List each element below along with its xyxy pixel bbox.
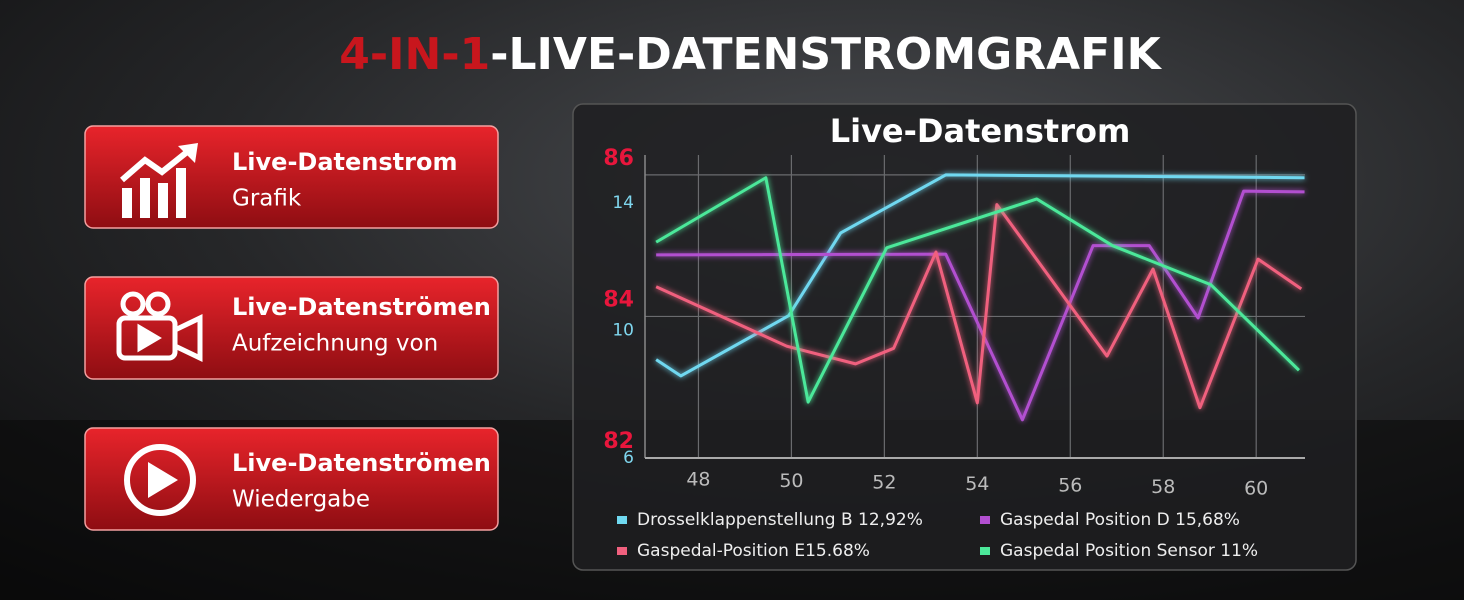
feature-subtitle: Wiedergabe [232, 487, 370, 513]
y2-tick-label: 10 [612, 320, 634, 340]
y-tick-label: 86 [603, 146, 634, 171]
y2-tick-label: 14 [612, 193, 634, 213]
page-title: 4-IN-1-LIVE-DATENSTROMGRAFIK [339, 29, 1162, 80]
feature-title: Live-Datenströmen [232, 449, 491, 477]
legend-swatch [980, 547, 990, 555]
feature-subtitle: Grafik [232, 186, 302, 212]
feature-title: Live-Datenströmen [232, 293, 491, 321]
legend-label: Gaspedal Position D 15,68% [1000, 510, 1240, 530]
feature-button: Live-Datenströmen Aufzeichnung von [84, 276, 499, 380]
x-tick-label: 58 [1151, 476, 1175, 498]
series-line [655, 203, 1303, 410]
feature-button: Live-Datenströmen Wiedergabe [84, 427, 499, 531]
x-tick-label: 52 [872, 472, 896, 494]
chart-panel [572, 103, 1357, 571]
chart-icon [120, 143, 198, 218]
feature-button: Live-Datenstrom Grafik [84, 125, 499, 229]
legend-swatch [617, 516, 627, 524]
legend-label: Drosselklappenstellung B 12,92% [637, 510, 923, 530]
series-line [655, 176, 1301, 404]
feature-title: Live-Datenstrom [232, 148, 457, 176]
legend-swatch [617, 547, 627, 555]
title-rest: -LIVE-DATENSTROMGRAFIK [490, 29, 1162, 80]
x-tick-label: 50 [779, 470, 803, 492]
x-tick-label: 60 [1244, 478, 1268, 500]
legend-label: Gaspedal Position Sensor 11% [1000, 541, 1258, 561]
series-line [656, 189, 1305, 422]
legend-label: Gaspedal-Position E15.68% [637, 541, 870, 561]
chart-title: Live-Datenstrom [830, 112, 1131, 150]
legend-swatch [980, 516, 990, 524]
feature-subtitle: Aufzeichnung von [232, 331, 438, 357]
y-tick-label: 82 [603, 429, 634, 454]
title-highlight: 4-IN-1 [339, 29, 490, 80]
series-line [655, 173, 1305, 378]
camera-icon [116, 291, 203, 362]
y-tick-label: 84 [603, 287, 634, 312]
plot: 48 50 52 54 56 58 60 82 84 86 6 10 14 Drosselklappens… [603, 146, 1305, 561]
x-tick-label: 48 [686, 469, 710, 491]
button-bg [84, 427, 499, 531]
play-icon [124, 444, 196, 516]
x-tick-label: 56 [1058, 475, 1082, 497]
x-tick-label: 54 [965, 473, 989, 495]
y2-tick-label: 6 [623, 448, 634, 468]
